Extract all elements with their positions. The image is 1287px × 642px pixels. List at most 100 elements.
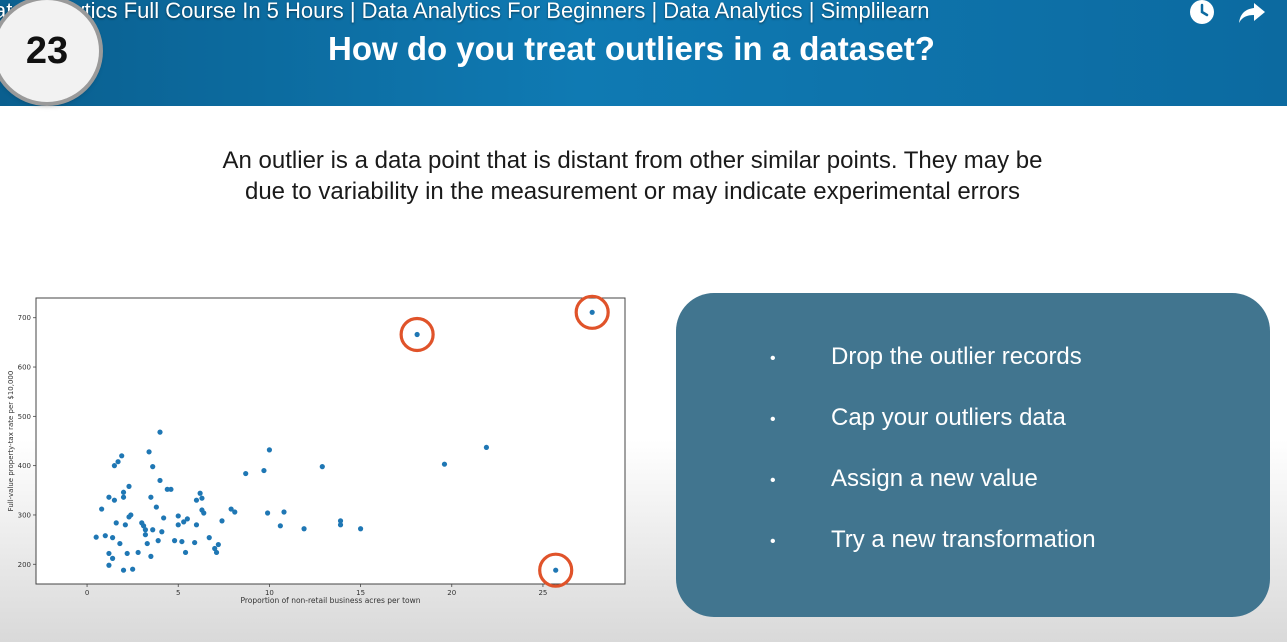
- data-point: [106, 550, 112, 557]
- slide-title: How do you treat outliers in a dataset?: [328, 30, 935, 67]
- data-point: [119, 453, 125, 459]
- data-point: [215, 541, 221, 548]
- bullet-icon: •: [770, 533, 776, 550]
- data-point: [148, 553, 154, 559]
- outlier-highlight-ring: [538, 552, 574, 588]
- data-point: [120, 494, 127, 500]
- data-point: [281, 509, 287, 515]
- data-point: [130, 566, 136, 572]
- data-point: [102, 533, 108, 539]
- data-point: [175, 522, 181, 528]
- data-point: [161, 515, 167, 521]
- data-point: [111, 463, 118, 469]
- treatment-methods-panel: • Drop the outlier records • Cap your outl…: [676, 293, 1270, 617]
- data-point: [117, 540, 123, 547]
- data-point: [93, 534, 99, 540]
- data-point: [159, 529, 165, 535]
- bullet-icon: •: [770, 472, 776, 489]
- intro-line-1: An outlier is a data point that is dista…: [222, 147, 1043, 174]
- x-tick-label: 5: [176, 589, 180, 597]
- bullet-icon: •: [770, 350, 776, 367]
- data-point: [120, 567, 127, 573]
- data-point: [213, 549, 220, 556]
- data-point: [483, 444, 490, 451]
- data-point: [553, 567, 559, 573]
- x-tick-label: 10: [265, 589, 274, 597]
- data-point: [179, 538, 185, 545]
- data-point: [157, 429, 163, 435]
- data-point: [150, 464, 156, 470]
- slide-number-badge: 23: [0, 0, 99, 102]
- data-point: [142, 527, 149, 533]
- data-point: [212, 545, 218, 552]
- data-point: [157, 477, 163, 484]
- method-label: Try a new transformation: [831, 526, 1096, 553]
- data-point: [109, 535, 116, 541]
- y-tick-label: 300: [18, 511, 31, 519]
- data-point: [140, 523, 147, 529]
- data-point: [148, 494, 154, 500]
- share-arrow-icon[interactable]: [1237, 0, 1267, 26]
- outlier-highlight-ring: [574, 294, 610, 330]
- data-point: [261, 467, 267, 474]
- data-point: [219, 518, 225, 524]
- data-point: [193, 522, 200, 528]
- data-point: [441, 461, 448, 467]
- data-point: [115, 459, 121, 465]
- outlier-scatter-plot: 0 5 10 15 20 25 200 300 400 500 600 700 Proportion o…: [7, 294, 626, 605]
- data-point: [201, 510, 207, 516]
- x-tick-label: 15: [356, 589, 365, 597]
- video-title[interactable]: ata Analytics Full Course In 5 Hours | D…: [0, 0, 930, 23]
- data-point: [168, 486, 174, 492]
- data-point: [193, 497, 200, 503]
- data-point: [199, 495, 205, 501]
- data-point: [146, 449, 152, 455]
- x-tick-label: 25: [538, 589, 547, 597]
- data-point: [266, 447, 273, 453]
- bullet-icon: •: [770, 411, 776, 428]
- data-point: [135, 549, 141, 556]
- intro-line-2: due to variability in the measurement or…: [244, 178, 1021, 205]
- data-point: [153, 504, 159, 510]
- x-tick-label: 20: [447, 589, 456, 597]
- y-tick-label: 700: [18, 314, 31, 322]
- data-point: [243, 470, 249, 477]
- data-point: [232, 509, 238, 515]
- data-point: [277, 523, 283, 529]
- data-point: [109, 555, 116, 561]
- plot-frame: [35, 297, 626, 585]
- data-point: [113, 520, 119, 526]
- data-point: [111, 497, 118, 503]
- data-point: [184, 516, 190, 522]
- data-point: [197, 490, 203, 496]
- data-point: [228, 506, 234, 512]
- data-point: [192, 539, 198, 546]
- y-tick-label: 600: [18, 364, 31, 372]
- data-point: [319, 464, 325, 470]
- data-point: [106, 562, 112, 568]
- data-point: [106, 494, 112, 500]
- y-tick-label: 200: [18, 561, 31, 569]
- y-tick-label: 400: [18, 462, 31, 470]
- slide-header: ata Analytics Full Course In 5 Hours | D…: [0, 0, 1287, 106]
- data-point: [122, 522, 128, 528]
- y-axis-label: Full-value property-tax rate per $10,000: [7, 371, 15, 512]
- x-tick-label: 0: [85, 589, 89, 597]
- data-point: [182, 549, 189, 556]
- data-point: [128, 512, 134, 518]
- method-label: Assign a new value: [831, 465, 1038, 492]
- data-point: [99, 506, 105, 512]
- data-point: [150, 527, 156, 533]
- clock-icon[interactable]: [1187, 0, 1217, 26]
- data-point: [301, 526, 307, 532]
- data-point: [171, 538, 178, 544]
- data-point: [175, 513, 181, 519]
- data-point: [337, 522, 344, 528]
- outlier-highlight-ring: [399, 316, 435, 353]
- data-point: [264, 510, 271, 516]
- slide-number: 23: [25, 29, 69, 72]
- data-point: [164, 486, 170, 492]
- x-axis-label: Proportion of non-retail business acres …: [241, 596, 421, 605]
- method-label: Cap your outliers data: [831, 404, 1066, 431]
- data-point: [124, 550, 130, 557]
